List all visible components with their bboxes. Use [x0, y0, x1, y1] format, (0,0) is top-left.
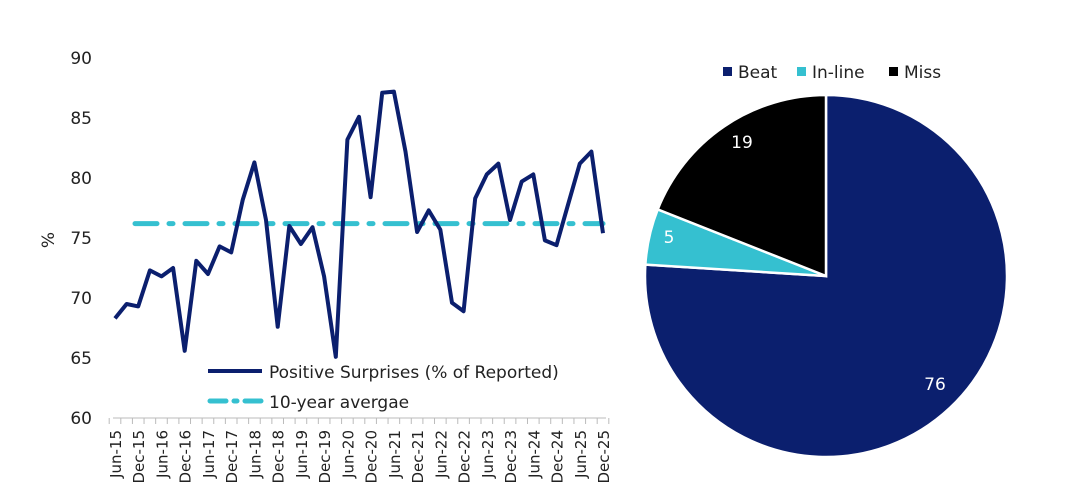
- x-tick-label: Dec-21: [409, 430, 427, 484]
- legend-label-in-line: In-line: [812, 63, 865, 83]
- legend-swatch-miss: [889, 67, 898, 76]
- x-tick-label: Jun-21: [386, 430, 404, 479]
- pie-slice-beat: [643, 93, 1009, 459]
- x-tick-label: Dec-16: [177, 430, 195, 484]
- y-tick-label: 60: [70, 409, 92, 429]
- x-tick-label: Dec-17: [223, 430, 241, 484]
- legend-label-miss: Miss: [904, 63, 941, 83]
- x-tick-label: Dec-15: [130, 430, 148, 484]
- y-axis-label: %: [39, 232, 59, 248]
- x-tick-label: Jun-18: [246, 430, 264, 479]
- pie-legend: Beat In-line Miss: [723, 63, 941, 83]
- line-chart: % 60 65 70 75 80 85 90 Jun-15 Dec-15 Jun-16 Dec-1…: [39, 49, 613, 484]
- legend-label-positive-surprises: Positive Surprises (% of Reported): [269, 363, 559, 383]
- x-tick-label: Jun-25: [572, 430, 590, 479]
- legend-swatch-beat: [723, 67, 732, 76]
- legend-swatch-in-line: [797, 67, 806, 76]
- x-tick-label: Jun-17: [200, 430, 218, 479]
- line-legend: Positive Surprises (% of Reported) 10-ye…: [207, 363, 559, 413]
- legend-label-beat: Beat: [738, 63, 778, 83]
- x-tick-label: Dec-23: [502, 430, 520, 484]
- x-tick-label: Jun-22: [432, 430, 450, 479]
- x-tick-label: Dec-22: [456, 430, 474, 484]
- x-tick-label: Jun-15: [107, 430, 125, 479]
- y-tick-label: 70: [70, 289, 92, 309]
- x-tick-label: Jun-16: [153, 430, 171, 479]
- pie-slice-label-beat: 76: [924, 375, 946, 395]
- y-tick-label: 90: [70, 49, 92, 69]
- y-tick-label: 75: [70, 229, 92, 249]
- pie-chart: Beat In-line Miss 76 5 19: [643, 63, 1009, 459]
- y-tick-label: 65: [70, 349, 92, 369]
- x-tick-label: Dec-25: [595, 430, 613, 484]
- pie-slice-label-miss: 19: [731, 133, 753, 153]
- x-tick-label: Dec-19: [316, 430, 334, 484]
- y-tick-label: 85: [70, 109, 92, 129]
- x-tick-label: Dec-24: [549, 430, 567, 484]
- pie-slice-miss: [656, 93, 828, 278]
- x-tick-label: Jun-23: [479, 430, 497, 479]
- legend-label-average: 10-year avergae: [269, 393, 409, 413]
- positive-surprises-line: [113, 89, 605, 359]
- x-tick-label: Dec-20: [363, 430, 381, 484]
- x-tick-label: Jun-24: [525, 430, 543, 479]
- x-tick-label: Jun-19: [293, 430, 311, 479]
- x-tick-label: Dec-18: [270, 430, 288, 484]
- x-tick-label: Jun-20: [339, 430, 357, 479]
- y-tick-label: 80: [70, 169, 92, 189]
- pie-slice-label-in-line: 5: [664, 228, 675, 248]
